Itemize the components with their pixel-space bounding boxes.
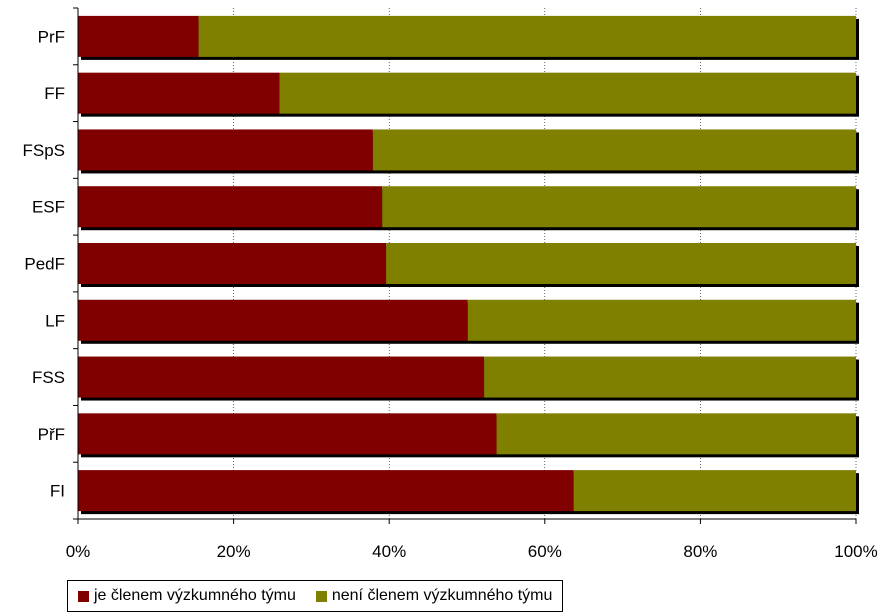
- category-label-3: ESF: [32, 198, 65, 217]
- category-label-5: LF: [45, 311, 65, 330]
- bar-0-7: [78, 413, 497, 455]
- bar-1-4: [386, 243, 856, 284]
- category-label-0: PrF: [38, 27, 65, 46]
- legend-item-non-member: není členem výzkumného týmu: [315, 587, 553, 605]
- category-label-6: FSS: [32, 368, 65, 387]
- x-tick-label-3: 60%: [528, 542, 562, 561]
- legend-label-member: je členem výzkumného týmu: [94, 587, 296, 604]
- category-label-4: PedF: [24, 255, 65, 274]
- bars: [78, 15, 859, 515]
- bar-0-1: [78, 72, 280, 114]
- category-label-2: FSpS: [22, 141, 65, 160]
- legend-label-non-member: není členem výzkumného týmu: [331, 587, 553, 604]
- bar-0-5: [78, 299, 468, 341]
- x-tick-label-4: 80%: [683, 542, 717, 561]
- bar-0-8: [78, 470, 574, 512]
- bar-1-3: [382, 186, 856, 228]
- bar-1-7: [496, 413, 856, 455]
- axes: [73, 7, 857, 524]
- bar-0-0: [78, 15, 199, 57]
- bar-1-6: [484, 356, 856, 398]
- bar-0-4: [78, 243, 387, 284]
- legend-swatch-non-member: [315, 590, 327, 602]
- bar-1-5: [467, 299, 856, 341]
- x-tick-label-0: 0%: [66, 542, 91, 561]
- x-tick-label-1: 20%: [217, 542, 251, 561]
- category-label-7: PřF: [38, 425, 65, 444]
- category-label-8: FI: [50, 482, 65, 501]
- x-tick-label-5: 100%: [834, 542, 877, 561]
- bar-0-2: [78, 129, 373, 171]
- labels: 0% 20% 40% 60% 80% 100% PrF FF FSpS ESF PedF LF FSS P…: [22, 27, 877, 561]
- bar-1-0: [198, 15, 857, 57]
- bar-1-2: [372, 129, 856, 171]
- legend-item-member: je členem výzkumného týmu: [78, 587, 296, 605]
- category-label-1: FF: [44, 84, 65, 103]
- legend: je členem výzkumného týmu není členem vý…: [67, 580, 564, 612]
- bar-0-3: [78, 186, 383, 228]
- bar-0-6: [78, 356, 485, 398]
- x-tick-label-2: 40%: [372, 542, 406, 561]
- legend-swatch-member: [78, 590, 89, 602]
- bar-1-1: [279, 72, 856, 114]
- bar-1-8: [573, 470, 856, 512]
